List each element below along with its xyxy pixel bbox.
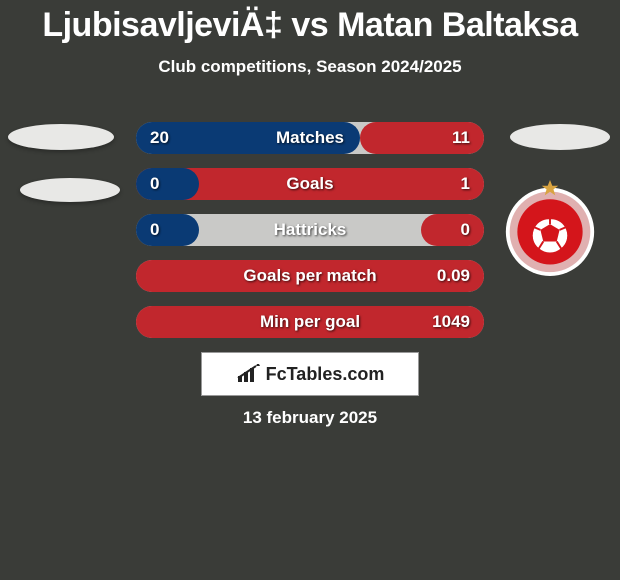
- stat-bar-left-value: 0: [150, 214, 159, 246]
- stat-bar: Matches20 11: [136, 122, 484, 154]
- page-title: LjubisavljeviÄ‡ vs Matan Baltaksa: [0, 0, 620, 45]
- stat-bar-label: Goals per match: [136, 260, 484, 292]
- stat-bar: Goals0 1: [136, 168, 484, 200]
- stat-bar-label: Hattricks: [136, 214, 484, 246]
- bar-chart-icon: [236, 364, 262, 384]
- page-subtitle: Club competitions, Season 2024/2025: [0, 57, 620, 77]
- stat-bar-right-value: 0: [461, 214, 470, 246]
- fctables-logo: FcTables.com: [201, 352, 419, 396]
- stat-bar-label: Matches: [136, 122, 484, 154]
- fctables-logo-text: FcTables.com: [266, 364, 385, 385]
- stat-bar-right-value: 11: [452, 122, 470, 154]
- stat-bar-right-value: 0.09: [437, 260, 470, 292]
- stat-bar: Min per goal1049: [136, 306, 484, 338]
- stat-bar: Hattricks0 0: [136, 214, 484, 246]
- comparison-bars: Matches2011Goals01Hattricks00Goals per m…: [136, 122, 484, 352]
- left-player-avatar-shadow-2: [20, 178, 120, 202]
- stat-bar: Goals per match0.09: [136, 260, 484, 292]
- left-player-avatar-shadow-1: [8, 124, 114, 150]
- stat-bar-right-value: 1: [461, 168, 470, 200]
- stat-bar-left-value: 0: [150, 168, 159, 200]
- right-team-crest: [502, 180, 598, 276]
- stat-bar-label: Goals: [136, 168, 484, 200]
- snapshot-date: 13 february 2025: [0, 408, 620, 428]
- stat-bar-left-value: 20: [150, 122, 169, 154]
- stat-bar-right-value: 1049: [432, 306, 470, 338]
- right-player-avatar-shadow: [510, 124, 610, 150]
